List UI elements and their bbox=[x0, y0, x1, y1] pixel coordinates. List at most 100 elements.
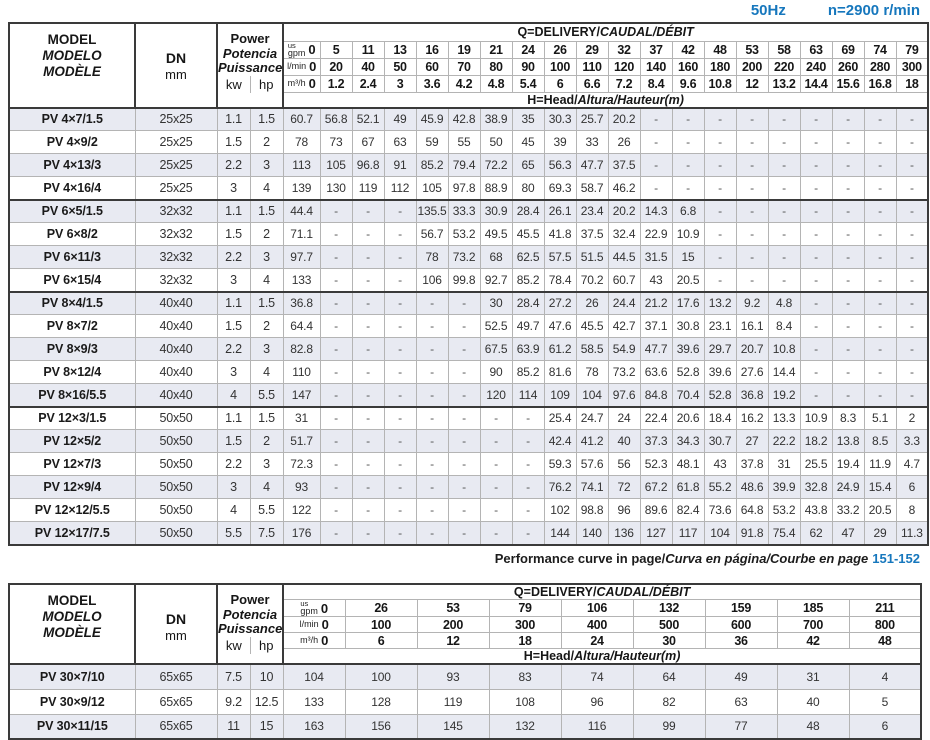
model-cell: PV 12×5/2 bbox=[8, 429, 136, 453]
table-row: PV 30×9/12 65x65 9.2 12.5 133 128 119 108 96 82 63… bbox=[8, 688, 922, 715]
model-title-line: MODELO bbox=[42, 48, 102, 63]
head-value-cell: 102 bbox=[543, 498, 577, 522]
delivery-value-header: 32 bbox=[607, 40, 641, 59]
empty-cell: - bbox=[415, 521, 449, 545]
head-value-cell: 56 bbox=[607, 452, 641, 476]
head-value-cell: 78.4 bbox=[543, 268, 577, 293]
head-value-cell: 42.8 bbox=[447, 107, 481, 131]
head-title-unit: (m) bbox=[660, 649, 681, 663]
empty-cell: - bbox=[799, 153, 833, 177]
head-value-cell: 15 bbox=[671, 245, 705, 269]
power-title-line: Power bbox=[230, 592, 270, 607]
empty-cell: - bbox=[799, 314, 833, 338]
head-value-cell: 37.3 bbox=[639, 429, 673, 453]
empty-cell: - bbox=[351, 337, 385, 361]
hp-cell: 1.5 bbox=[249, 107, 284, 131]
header-row-delivery: MODEL MODELO MODÈLE DN mm Power Potencia Puissa… bbox=[8, 583, 922, 665]
empty-cell: - bbox=[831, 107, 865, 131]
unit-zero-cell: l/min 0 bbox=[282, 616, 346, 633]
empty-cell: - bbox=[831, 245, 865, 269]
dn-cell: 65x65 bbox=[134, 713, 218, 740]
empty-cell: - bbox=[351, 521, 385, 545]
delivery-value-header: 3 bbox=[383, 74, 417, 93]
hp-cell: 2 bbox=[249, 314, 284, 338]
head-value-cell: 44.4 bbox=[282, 199, 321, 223]
delivery-title-italic: CAUDAL/DÉBIT bbox=[596, 585, 691, 599]
empty-cell: - bbox=[351, 429, 385, 453]
empty-cell: - bbox=[895, 291, 929, 315]
table-row: PV 12×12/5.5 50x50 4 5.5 122- - - - - - -102 98.8 96… bbox=[8, 498, 929, 522]
page-header: 50Hz n=2900 r/min bbox=[751, 2, 920, 19]
delivery-value-header: 18 bbox=[488, 632, 562, 649]
table-row: PV 12×3/1.5 50x50 1.1 1.5 31- - - - - - -25.4 24.7 2… bbox=[8, 406, 929, 430]
empty-cell: - bbox=[447, 475, 481, 499]
table-row: PV 30×7/10 65x65 7.5 10 104 100 93 83 74 64 49 31 4 bbox=[8, 663, 922, 690]
head-value-cell: 8 bbox=[895, 498, 929, 522]
head-value-cell: 25.4 bbox=[543, 406, 577, 430]
model-cell: PV 8×4/1.5 bbox=[8, 291, 136, 315]
head-value-cell: 19.2 bbox=[767, 383, 801, 408]
empty-cell: - bbox=[831, 291, 865, 315]
delivery-value-header: 16.8 bbox=[863, 74, 897, 93]
head-value-cell: 61.8 bbox=[671, 475, 705, 499]
head-value-cell: 30.7 bbox=[703, 429, 737, 453]
delivery-value-header: 36 bbox=[704, 632, 778, 649]
empty-cell: - bbox=[831, 360, 865, 384]
head-value-cell: 30 bbox=[479, 291, 513, 315]
page-reference[interactable]: 151-152 bbox=[872, 551, 920, 566]
head-value-cell: 61.2 bbox=[543, 337, 577, 361]
head-value-cell: 49.5 bbox=[479, 222, 513, 246]
head-value-cell: 140 bbox=[575, 521, 609, 545]
dn-cell: 32x32 bbox=[134, 268, 218, 293]
unit-zero-cell: us gpm 0 bbox=[282, 599, 346, 617]
model-title-line: MODELO bbox=[42, 609, 102, 624]
head-value-cell: 14.4 bbox=[767, 360, 801, 384]
head-value-cell: 37.5 bbox=[607, 153, 641, 177]
model-cell: PV 30×11/15 bbox=[8, 713, 136, 740]
dn-cell: 32x32 bbox=[134, 222, 218, 246]
column-header-dn: DN mm bbox=[134, 583, 218, 665]
head-value-cell: 47.7 bbox=[575, 153, 609, 177]
empty-cell: - bbox=[767, 268, 801, 293]
empty-cell: - bbox=[863, 268, 897, 293]
kw-cell: 2.2 bbox=[216, 153, 251, 177]
delivery-value-header: 26 bbox=[344, 599, 418, 617]
delivery-value-header: 132 bbox=[632, 599, 706, 617]
delivery-value-header: 120 bbox=[607, 57, 641, 76]
head-value-cell: 29.7 bbox=[703, 337, 737, 361]
empty-cell: - bbox=[863, 337, 897, 361]
empty-cell: - bbox=[831, 222, 865, 246]
head-title-unit: (m) bbox=[664, 92, 684, 107]
empty-cell: - bbox=[351, 199, 385, 223]
table-row: PV 8×7/2 40x40 1.5 2 64.4- - - - -52.5 49.7 47.6 45… bbox=[8, 314, 929, 338]
unit-zero-cell: m³/h 0 bbox=[282, 632, 346, 649]
head-value-cell: 72.3 bbox=[282, 452, 321, 476]
dn-cell: 50x50 bbox=[134, 475, 218, 499]
model-cell: PV 8×7/2 bbox=[8, 314, 136, 338]
head-value-cell: 52.8 bbox=[703, 383, 737, 408]
empty-cell: - bbox=[799, 199, 833, 223]
empty-cell: - bbox=[895, 153, 929, 177]
hp-cell: 3 bbox=[249, 337, 284, 361]
head-value-cell: 3.3 bbox=[895, 429, 929, 453]
empty-cell: - bbox=[415, 337, 449, 361]
model-cell: PV 4×16/4 bbox=[8, 176, 136, 201]
model-title-line: MODÈLE bbox=[43, 625, 101, 640]
head-value-cell: 33.2 bbox=[831, 498, 865, 522]
empty-cell: - bbox=[447, 383, 481, 408]
empty-cell: - bbox=[479, 498, 513, 522]
head-value-cell: 42.7 bbox=[607, 314, 641, 338]
empty-cell: - bbox=[639, 130, 673, 154]
head-value-cell: 108 bbox=[488, 688, 562, 715]
head-value-cell: 128 bbox=[344, 688, 418, 715]
head-value-cell: 59 bbox=[415, 130, 449, 154]
head-value-cell: 99 bbox=[632, 713, 706, 740]
head-value-cell: 9.2 bbox=[735, 291, 769, 315]
head-value-cell: 106 bbox=[415, 268, 449, 293]
head-value-cell: 64.8 bbox=[735, 498, 769, 522]
column-header-delivery-title: Q=DELIVERY/CAUDAL/DÉBIT bbox=[282, 22, 929, 42]
head-value-cell: 104 bbox=[282, 663, 346, 690]
hp-cell: 4 bbox=[249, 268, 284, 293]
head-value-cell: 54.9 bbox=[607, 337, 641, 361]
empty-cell: - bbox=[863, 383, 897, 408]
